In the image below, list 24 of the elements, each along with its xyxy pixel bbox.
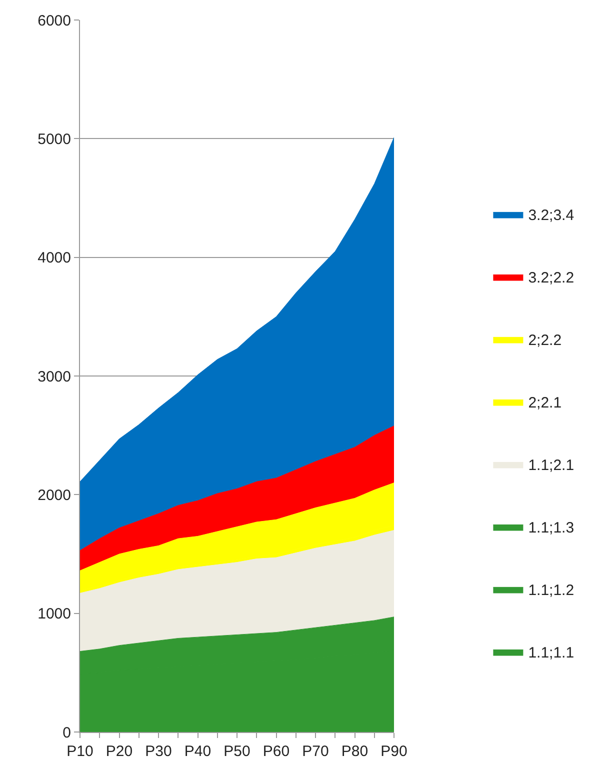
x-tick-label: P30 [145, 743, 172, 760]
legend-label: 3.2;3.4 [528, 207, 574, 224]
x-tick-label: P50 [224, 743, 250, 760]
y-tick-label: 1000 [38, 606, 71, 623]
legend-label: 1.1;1.3 [528, 520, 574, 537]
legend-label: 2;2.2 [528, 332, 562, 350]
legend-label: 1.1;1.1 [528, 644, 574, 662]
legend-label: 1.1;2.1 [528, 457, 574, 474]
x-tick-label: P40 [184, 743, 212, 760]
y-tick-label: 0 [62, 724, 71, 742]
x-tick-label: P20 [106, 743, 133, 760]
y-tick-label: 5000 [38, 130, 71, 148]
y-tick-label: 3000 [38, 368, 71, 386]
x-tick-label: P90 [380, 743, 408, 760]
x-tick-label: P70 [302, 743, 329, 760]
x-tick-label: P10 [66, 743, 94, 760]
x-tick-label: P80 [341, 743, 368, 760]
legend-label: 3.2;2.2 [528, 270, 574, 287]
y-tick-label: 4000 [38, 250, 71, 267]
y-tick-label: 2000 [38, 486, 71, 504]
legend-label: 2;2.1 [528, 394, 562, 412]
y-tick-label: 6000 [38, 12, 71, 30]
legend-label: 1.1;1.2 [528, 582, 574, 600]
x-tick-label: P60 [262, 743, 290, 760]
